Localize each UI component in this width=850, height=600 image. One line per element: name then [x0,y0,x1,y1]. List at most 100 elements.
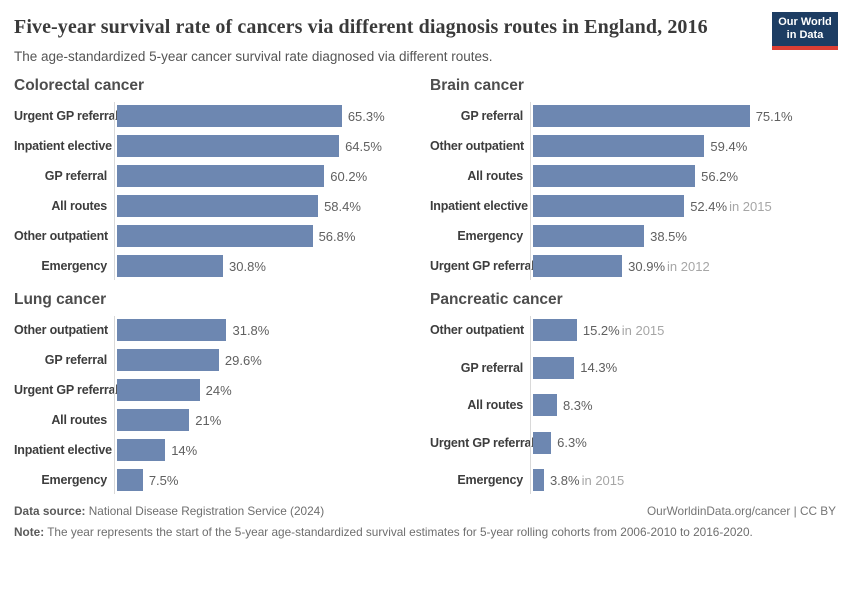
bar-area: 30.8% [115,255,420,277]
owid-logo[interactable]: Our World in Data [772,12,838,51]
bar-row: All routes 56.2% [430,165,836,187]
value-label: 24% [205,382,232,398]
bar-row: Other outpatient 56.8% [14,225,420,247]
bar-area: 7.5% [115,469,420,491]
value-label: 8.3% [562,397,593,413]
data-source-label: Data source: [14,504,86,518]
owid-cancer-link[interactable]: OurWorldinData.org/cancer | CC BY [646,504,836,518]
bar[interactable] [533,255,623,277]
source-row: Data source: National Disease Registrati… [14,503,836,521]
bar[interactable] [533,431,552,454]
bar[interactable] [533,165,696,187]
bar[interactable] [117,105,342,127]
bar[interactable] [117,409,190,431]
bar[interactable] [117,439,166,461]
panels-grid: Colorectal cancer Urgent GP referral 65.3%… [14,77,836,494]
bar[interactable] [533,195,685,217]
bar-row: Emergency 3.8% in 2015 [430,469,836,491]
bar-area: 75.1% [531,105,836,127]
data-source-text: National Disease Registration Service (2… [85,504,325,518]
category-label: Other outpatient [14,229,109,243]
bar-row: Emergency 7.5% [14,469,420,491]
bar-row: Urgent GP referral 65.3% [14,105,420,127]
value-label: 65.3% [347,108,385,124]
chart-footer: Data source: National Disease Registrati… [14,503,836,541]
value-label: 64.5% [345,138,382,154]
category-label: Emergency [457,229,523,243]
bar-area: 14% [115,439,420,461]
value-label: 58.4% [324,198,361,214]
bar[interactable] [533,469,544,491]
bar[interactable] [533,225,645,247]
bar[interactable] [533,135,705,157]
chart-title: Five-year survival rate of cancers via d… [14,16,708,38]
value-label: 30.8% [229,258,266,274]
category-label: Urgent GP referral [14,383,119,397]
category-label: Other outpatient [430,139,525,153]
value-label: 29.6% [224,352,262,368]
note-label: Note: [14,524,45,539]
bar-area: 8.3% [531,394,836,416]
value-label: 14.3% [580,360,618,375]
bar-row: Other outpatient 31.8% [14,319,420,341]
bar-area: 29.6% [115,349,420,371]
bar[interactable] [117,195,319,217]
category-label: Inpatient elective [14,139,112,153]
bar-plot: Urgent GP referral 65.3% Inpatient electiv… [14,102,420,280]
category-label: All routes [51,413,107,427]
bar[interactable] [117,255,224,277]
category-label: Urgent GP referral [430,259,535,273]
data-source: Data source: National Disease Registrati… [14,503,324,521]
category-label: All routes [467,398,523,412]
value-label: 52.4% [690,198,728,214]
bar-area: 21% [115,409,420,431]
category-label: GP referral [460,360,523,375]
bar-row: GP referral 29.6% [14,349,420,371]
value-label: 75.1% [755,108,793,124]
bar[interactable] [117,469,143,491]
bar-area: 15.2% in 2015 [531,319,836,341]
value-label: 6.3% [557,435,587,450]
bar-area: 52.4% in 2015 [531,195,836,217]
bar-row: Inpatient elective 14% [14,439,420,461]
bar[interactable] [533,394,557,416]
category-label: GP referral [44,169,107,183]
panel-lung-cancer: Lung cancer Other outpatient 31.8% GP refer… [14,291,420,494]
bar[interactable] [117,165,325,187]
bar-row: Other outpatient 59.4% [430,135,836,157]
bar[interactable] [117,349,219,371]
panel-title: Lung cancer [14,291,107,308]
bar[interactable] [533,356,575,379]
bar-row: Urgent GP referral 6.3% [430,431,836,454]
panel-title: Brain cancer [430,77,524,94]
bar-row: All routes 58.4% [14,195,420,217]
bar-row: All routes 21% [14,409,420,431]
bar[interactable] [117,225,313,247]
category-label: All routes [467,169,523,183]
bar[interactable] [533,319,577,341]
bar[interactable] [533,105,750,127]
value-label: 60.2% [330,168,368,184]
value-label: 56.8% [318,228,356,244]
bar-area: 6.3% [531,431,836,454]
bar[interactable] [117,135,340,157]
value-year-note: in 2015 [621,322,665,338]
bar[interactable] [117,379,200,401]
bar-row: GP referral 60.2% [14,165,420,187]
chart-subtitle: The age-standardized 5-year cancer survi… [14,49,493,64]
panel-title: Pancreatic cancer [430,291,563,308]
value-label: 56.2% [701,168,739,184]
value-label: 3.8% [549,472,580,488]
bar-area: 60.2% [115,165,420,187]
bar-plot: Other outpatient 15.2% in 2015 GP referral 1… [430,316,836,494]
category-label: Inpatient elective [430,199,528,213]
bar-row: Other outpatient 15.2% in 2015 [430,319,836,341]
bar-row: Emergency 30.8% [14,255,420,277]
bar-plot: Other outpatient 31.8% GP referral 29.6% Urg… [14,316,420,494]
bar-area: 64.5% [115,135,420,157]
bar[interactable] [117,319,227,341]
bar-area: 14.3% [531,356,836,379]
value-year-note: in 2015 [581,472,625,488]
value-label: 7.5% [148,472,179,488]
